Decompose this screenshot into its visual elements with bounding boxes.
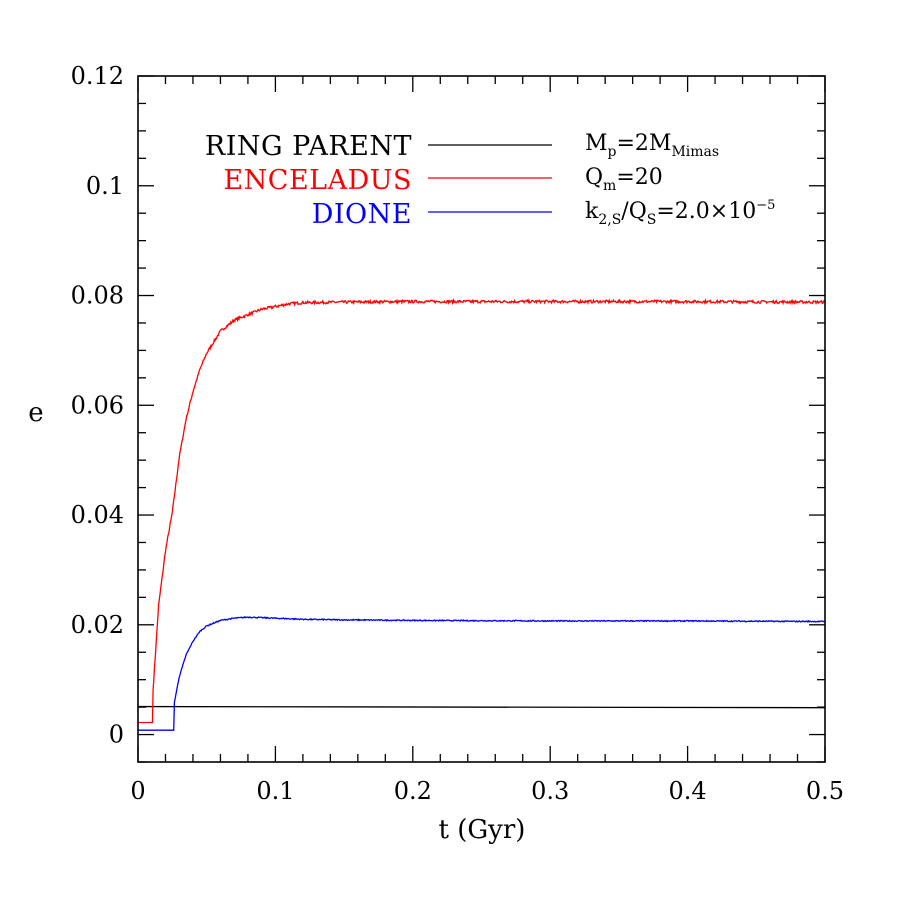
series-layer [138,297,825,731]
x-tick-label: 0.2 [394,777,432,805]
parameter-labels: Mp=2MMimas Qm=20 k2,S/QS=2.0×10−5 [585,131,775,228]
tick-labels-layer: 0 0.1 0.2 0.3 0.4 0.5 0 0.02 0.04 0.06 0.08 0.1 0.12 [71,62,845,805]
param-mass: Mp=2MMimas [585,131,719,160]
series-line-enceladus [138,297,825,724]
y-tick-label: 0.12 [71,62,124,90]
y-axis-title: e [28,398,43,428]
y-tick-label: 0.04 [71,501,124,529]
legend-label-dione: DIONE [312,199,412,230]
y-tick-label: 0 [109,721,124,749]
plot-frame [137,75,826,763]
y-tick-label: 0.1 [86,172,124,200]
x-tick-label: 0.4 [669,777,707,805]
x-tick-label: 0 [130,777,145,805]
series-line-dione [138,615,825,731]
y-tick-label: 0.02 [71,611,124,639]
series-line-ring-parent [138,705,825,709]
legend-label-enceladus: ENCELADUS [223,165,412,196]
legend-label-ring-parent: RING PARENT [205,131,412,162]
x-tick-label: 0.3 [531,777,569,805]
param-love-ratio: k2,S/QS=2.0×10−5 [585,198,775,228]
y-tick-label: 0.06 [71,391,124,419]
x-axis-title: t (Gyr) [439,815,526,845]
ticks-layer [137,75,826,763]
y-tick-label: 0.08 [71,282,124,310]
x-tick-label: 0.5 [806,777,844,805]
legend: RING PARENT ENCELADUS DIONE [205,131,552,230]
param-qm: Qm=20 [585,165,663,194]
x-tick-label: 0.1 [256,777,294,805]
